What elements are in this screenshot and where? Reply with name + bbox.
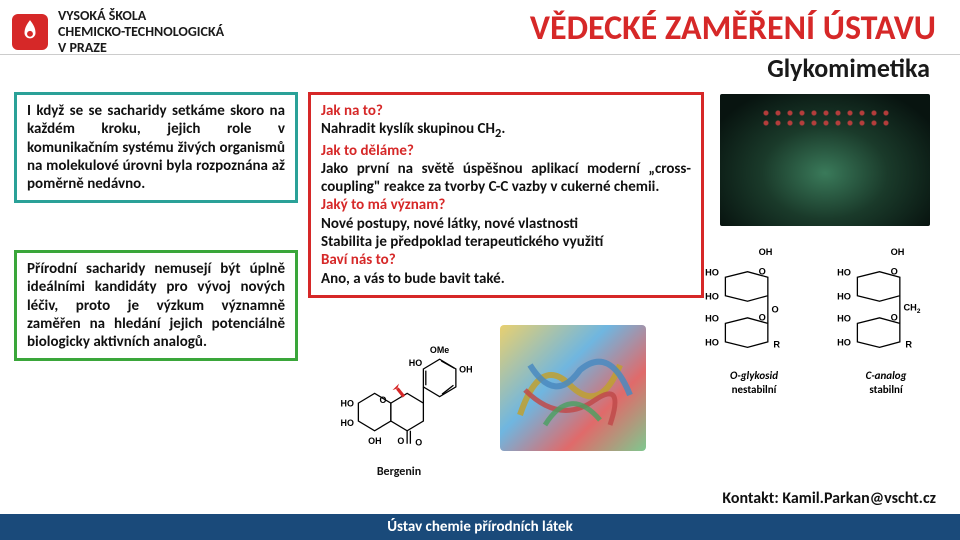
c-analog: OH HO HO O CH2 HO HO O R C-analog stabil… bbox=[832, 244, 940, 396]
question-3: Jaký to má význam? bbox=[321, 196, 691, 214]
contact-info: Kontakt: Kamil.Parkan@vscht.cz bbox=[722, 489, 936, 508]
svg-text:HO: HO bbox=[341, 418, 354, 428]
svg-text:R: R bbox=[905, 339, 912, 349]
svg-text:OH: OH bbox=[368, 436, 381, 446]
svg-text:OMe: OMe bbox=[430, 345, 449, 355]
glycoside-comparison: OH HO HO O O HO HO O R O-glykosid nestab… bbox=[700, 244, 940, 396]
molecule-bergenin: HO HO OH O O O HO OMe OH Bergenin bbox=[324, 330, 474, 479]
o-glycoside-state: nestabilní bbox=[700, 383, 808, 396]
answer-2: Jako první na světě úspěšnou aplikací mo… bbox=[321, 160, 691, 197]
svg-text:O: O bbox=[759, 266, 766, 276]
svg-text:OH: OH bbox=[891, 247, 905, 257]
svg-text:O: O bbox=[415, 437, 422, 447]
svg-text:HO: HO bbox=[837, 314, 851, 324]
page-title: VĚDECKÉ ZAMĚŘENÍ ÚSTAVU bbox=[530, 8, 936, 49]
svg-text:O: O bbox=[397, 436, 404, 446]
o-glycoside: OH HO HO O O HO HO O R O-glykosid nestab… bbox=[700, 244, 808, 396]
svg-text:O: O bbox=[772, 304, 779, 314]
svg-text:HO: HO bbox=[341, 398, 354, 408]
qa-box-red: Jak na to? Nahradit kyslík skupinou CH2.… bbox=[308, 92, 704, 298]
nano-image bbox=[720, 94, 930, 226]
svg-text:HO: HO bbox=[705, 314, 719, 324]
question-2: Jak to děláme? bbox=[321, 142, 691, 160]
school-line2: CHEMICKO-TECHNOLOGICKÁ bbox=[58, 24, 224, 40]
svg-text:OH: OH bbox=[759, 247, 773, 257]
svg-text:O: O bbox=[891, 266, 898, 276]
svg-text:HO: HO bbox=[837, 267, 851, 277]
intro-box-green: Přírodní sacharidy nemusejí být úplně id… bbox=[14, 250, 298, 361]
c-analog-state: stabilní bbox=[832, 383, 940, 396]
answer-4: Ano, a vás to bude bavit také. bbox=[321, 270, 691, 288]
svg-text:HO: HO bbox=[705, 291, 719, 301]
question-4: Baví nás to? bbox=[321, 251, 691, 269]
o-glycoside-label: O-glykosid bbox=[700, 369, 808, 382]
page-subtitle: Glykomimetika bbox=[767, 52, 930, 84]
answer-3b: Stabilita je předpoklad terapeutického v… bbox=[321, 233, 691, 251]
answer-3a: Nové postupy, nové látky, nové vlastnost… bbox=[321, 215, 691, 233]
svg-text:HO: HO bbox=[705, 267, 719, 277]
question-1: Jak na to? bbox=[321, 102, 691, 120]
molecule-caption: Bergenin bbox=[324, 465, 474, 479]
svg-text:HO: HO bbox=[409, 358, 422, 368]
c-analog-label: C-analog bbox=[832, 369, 940, 382]
svg-text:CH2: CH2 bbox=[904, 302, 921, 315]
protein-image bbox=[500, 325, 646, 451]
svg-text:R: R bbox=[773, 339, 780, 349]
svg-text:HO: HO bbox=[837, 291, 851, 301]
school-name: VYSOKÁ ŠKOLA CHEMICKO-TECHNOLOGICKÁ V PR… bbox=[58, 8, 224, 56]
svg-text:HO: HO bbox=[837, 338, 851, 348]
svg-text:O: O bbox=[891, 313, 898, 323]
svg-text:OH: OH bbox=[459, 364, 472, 374]
school-line1: VYSOKÁ ŠKOLA bbox=[58, 8, 224, 24]
svg-text:O: O bbox=[380, 395, 387, 405]
intro-box-teal: I když se se sacharidy setkáme skoro na … bbox=[14, 92, 298, 203]
answer-1: Nahradit kyslík skupinou CH2. bbox=[321, 120, 691, 141]
footer-bar: Ústav chemie přírodních látek bbox=[0, 514, 960, 540]
svg-text:HO: HO bbox=[705, 338, 719, 348]
svg-text:O: O bbox=[759, 313, 766, 323]
logo-icon bbox=[12, 14, 48, 50]
